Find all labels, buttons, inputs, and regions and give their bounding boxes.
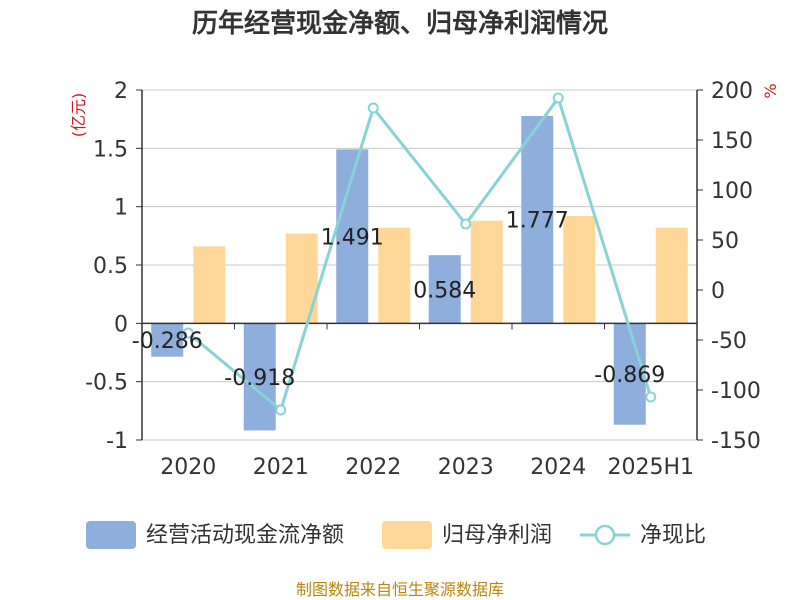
grid-lines bbox=[142, 89, 697, 441]
legend-swatch-cashflow bbox=[86, 521, 136, 549]
profit-bar bbox=[378, 227, 411, 324]
x-axis-label: 2024 bbox=[530, 455, 586, 480]
right-axis-tick-label: 50 bbox=[711, 229, 739, 254]
ratio-point bbox=[367, 102, 379, 114]
profit-bar bbox=[655, 227, 688, 324]
x-axis-label: 2020 bbox=[160, 455, 216, 480]
left-axis-tick-label: 2 bbox=[114, 79, 128, 104]
x-axis-label: 2022 bbox=[345, 455, 401, 480]
right-axis-unit: % bbox=[761, 83, 780, 98]
legend-label-ratio: 净现比 bbox=[640, 523, 706, 548]
x-axis-label: 2023 bbox=[438, 455, 494, 480]
legend-label-profit: 归母净利润 bbox=[442, 523, 552, 548]
left-axis-tick-label: -1 bbox=[106, 429, 128, 454]
left-axis-tick-label: 1.5 bbox=[93, 137, 128, 162]
x-axis-label: 2021 bbox=[253, 455, 309, 480]
bar-series bbox=[151, 116, 688, 431]
cashflow-data-label: 0.584 bbox=[413, 278, 476, 303]
profit-bar bbox=[563, 216, 596, 324]
cashflow-bar bbox=[151, 323, 184, 357]
ratio-point bbox=[645, 391, 657, 403]
cashflow-data-label: -0.869 bbox=[594, 363, 665, 388]
data-labels: -0.286 -0.918 1.491 0.584 1.777 -0.869 bbox=[132, 209, 665, 391]
cashflow-data-label: 1.777 bbox=[506, 209, 569, 234]
cashflow-bar bbox=[613, 323, 646, 425]
x-axis-label: 2025H1 bbox=[607, 455, 694, 480]
right-axis-tick-label: 100 bbox=[711, 179, 753, 204]
ratio-point bbox=[460, 218, 472, 230]
ratio-line-series bbox=[182, 92, 657, 416]
ratio-point bbox=[552, 92, 564, 104]
right-axis-tick-label: 200 bbox=[711, 79, 753, 104]
chart-title: 历年经营现金净额、归母净利润情况 bbox=[192, 8, 608, 39]
profit-bar bbox=[470, 220, 503, 324]
ratio-point bbox=[182, 327, 194, 339]
cashflow-data-label: -0.286 bbox=[132, 329, 203, 354]
left-axis-tick-label: -0.5 bbox=[85, 371, 128, 396]
data-source: 制图数据来自恒生聚源数据库 bbox=[296, 580, 504, 599]
legend: 经营活动现金流净额 归母净利润 净现比 bbox=[86, 521, 706, 549]
profit-bar bbox=[193, 246, 226, 324]
right-axis-tick-label: -50 bbox=[711, 329, 747, 354]
legend-label-cashflow: 经营活动现金流净额 bbox=[146, 523, 344, 548]
cashflow-bar bbox=[521, 116, 554, 324]
ratio-line bbox=[187, 96, 653, 412]
right-axis-tick-label: 0 bbox=[711, 279, 725, 304]
cashflow-bar bbox=[428, 255, 461, 324]
left-axis-tick-label: 0.5 bbox=[93, 254, 128, 279]
right-axis-tick-label: -100 bbox=[711, 379, 761, 404]
cashflow-data-label: -0.918 bbox=[224, 366, 295, 391]
right-axis-tick-label: -150 bbox=[711, 429, 761, 454]
left-axis-unit: (亿元) bbox=[69, 93, 88, 138]
right-axis-tick-label: 150 bbox=[711, 129, 753, 154]
cashflow-data-label: 1.491 bbox=[321, 225, 384, 250]
ratio-point bbox=[275, 404, 287, 416]
axes: 2 1.5 1 0.5 0 -0.5 -1 200 150 100 50 0 -50 -100 -150 20… bbox=[85, 79, 761, 480]
left-axis-tick-label: 1 bbox=[114, 196, 128, 221]
left-axis-tick-label: 0 bbox=[114, 312, 128, 337]
legend-swatch-ratio-marker bbox=[594, 524, 616, 546]
legend-swatch-profit bbox=[382, 521, 432, 549]
cashflow-bar bbox=[243, 323, 276, 431]
